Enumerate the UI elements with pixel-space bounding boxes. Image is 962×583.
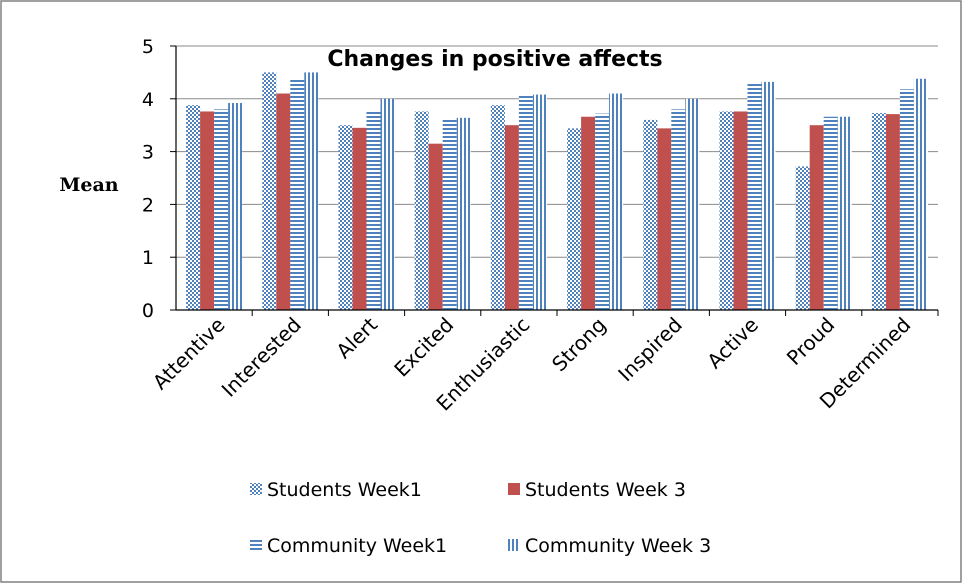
y-tick-label-1: 1: [142, 247, 154, 269]
bar-students-week1-proud: [796, 166, 810, 310]
bar-community-week-3-attentive: [228, 103, 242, 310]
bar-community-week-3-proud: [838, 117, 852, 310]
legend-swatch-community-week1: [250, 539, 262, 551]
y-tick-label-3: 3: [142, 142, 154, 164]
bar-students-week1-inspired: [643, 120, 657, 310]
legend-swatch-students-week-3: [508, 483, 520, 495]
bar-community-week1-alert: [367, 112, 381, 310]
bar-community-week-3-interested: [304, 72, 318, 310]
bar-students-week1-excited: [415, 111, 429, 310]
legend-label-students-week-3: Students Week 3: [525, 479, 686, 501]
bar-students-week-3-attentive: [200, 111, 214, 310]
bar-students-week1-active: [720, 111, 734, 310]
bar-community-week-3-strong: [609, 94, 623, 310]
bar-students-week1-attentive: [186, 105, 200, 310]
bar-students-week-3-interested: [276, 94, 290, 310]
bar-community-week1-active: [748, 84, 762, 310]
y-tick-label-4: 4: [142, 89, 154, 111]
bar-students-week-3-determined: [886, 114, 900, 310]
bar-students-week-3-alert: [353, 128, 367, 310]
bar-community-week1-interested: [290, 80, 304, 310]
legend-label-community-week1: Community Week1: [267, 535, 447, 557]
y-tick-label-2: 2: [142, 194, 154, 216]
y-tick-label-0: 0: [142, 300, 154, 322]
bar-students-week1-interested: [262, 72, 276, 310]
chart-title: Changes in positive affects: [327, 47, 662, 72]
legend-swatch-students-week1: [250, 483, 262, 495]
bar-community-week-3-determined: [914, 79, 928, 310]
bar-students-week1-strong: [567, 128, 581, 310]
bar-community-week1-inspired: [671, 109, 685, 310]
bar-community-week-3-inspired: [685, 99, 699, 310]
bar-community-week-3-alert: [381, 99, 395, 310]
bar-students-week-3-enthusiastic: [505, 125, 519, 310]
bar-students-week1-enthusiastic: [491, 105, 505, 310]
bar-community-week1-determined: [900, 89, 914, 310]
bar-community-week-3-excited: [457, 118, 471, 310]
bar-community-week1-strong: [595, 114, 609, 310]
bar-community-week-3-enthusiastic: [533, 95, 547, 310]
legend-label-community-week-3: Community Week 3: [525, 535, 711, 557]
bar-students-week1-determined: [872, 113, 886, 310]
bar-community-week1-enthusiastic: [519, 95, 533, 310]
bar-community-week-3-active: [762, 82, 776, 310]
y-tick-label-5: 5: [142, 36, 154, 58]
bar-community-week1-proud: [824, 117, 838, 310]
bar-community-week1-excited: [443, 120, 457, 310]
bar-students-week-3-strong: [581, 117, 595, 310]
bar-students-week-3-active: [734, 111, 748, 310]
legend-label-students-week1: Students Week1: [267, 479, 422, 501]
bar-students-week-3-excited: [429, 144, 443, 310]
bar-community-week1-attentive: [214, 109, 228, 310]
bar-students-week1-alert: [339, 125, 353, 310]
legend-swatch-community-week-3: [508, 539, 520, 551]
bar-students-week-3-inspired: [657, 128, 671, 310]
y-axis-title: Mean: [59, 174, 118, 196]
bar-students-week-3-proud: [810, 125, 824, 310]
